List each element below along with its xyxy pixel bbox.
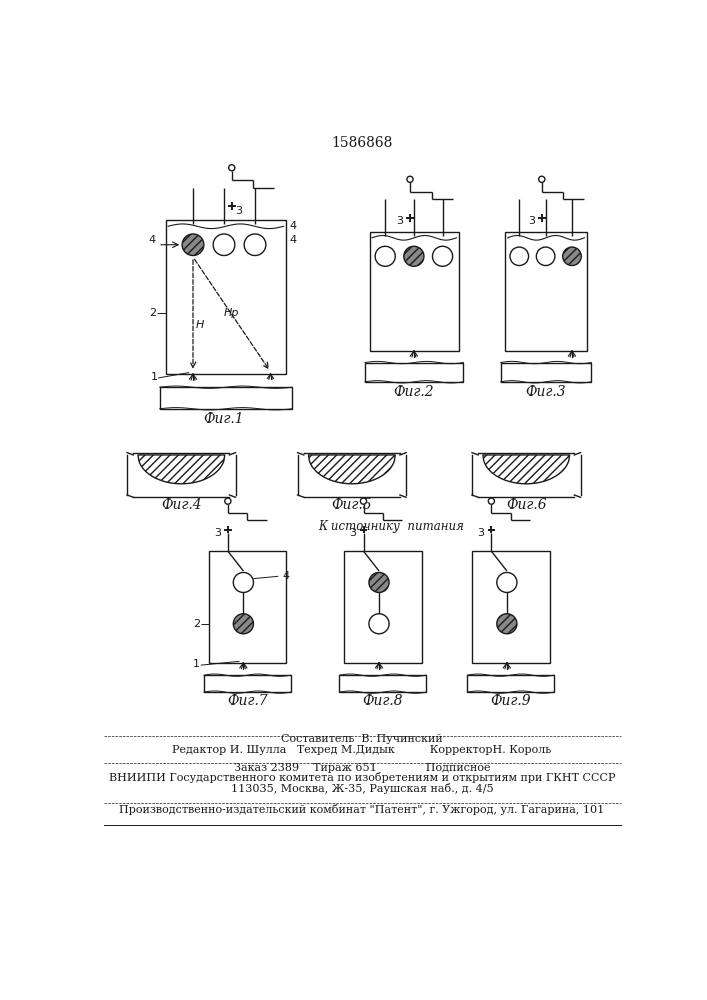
Text: 4: 4 [148,235,156,245]
Circle shape [510,247,529,266]
Bar [127,455,235,495]
Circle shape [233,614,253,634]
Bar [339,675,426,692]
Text: Фиг.5: Фиг.5 [332,498,372,512]
Text: 2: 2 [149,308,156,318]
Circle shape [233,572,253,592]
Circle shape [361,498,367,504]
Text: Составитель  В. Пучинский: Составитель В. Пучинский [281,734,443,744]
Circle shape [369,572,389,592]
Text: 2: 2 [193,619,200,629]
Text: Фиг.3: Фиг.3 [525,385,566,399]
Circle shape [407,176,413,182]
Text: 4: 4 [290,221,297,231]
Bar [209,551,286,663]
Bar [467,675,554,692]
Circle shape [497,614,517,634]
Bar [501,363,591,382]
Text: Фиг.6: Фиг.6 [506,498,547,512]
Bar [506,232,587,351]
Circle shape [433,246,452,266]
Circle shape [182,234,204,256]
Text: 1: 1 [193,659,200,669]
Circle shape [375,246,395,266]
Text: Фиг.2: Фиг.2 [394,385,434,399]
Text: Производственно-издательский комбинат "Патент", г. Ужгород, ул. Гагарина, 101: Производственно-издательский комбинат "П… [119,804,604,815]
Text: Фиг.7: Фиг.7 [227,694,267,708]
Text: 3: 3 [235,206,242,216]
Bar [204,675,291,692]
Text: 3: 3 [349,528,356,538]
Text: Фиг.8: Фиг.8 [363,694,403,708]
Text: Заказ 2389    Тираж 651              Подписное: Заказ 2389 Тираж 651 Подписное [234,763,490,773]
Circle shape [489,498,494,504]
Circle shape [537,247,555,266]
Polygon shape [138,455,225,484]
Text: 3: 3 [214,528,221,538]
Bar [370,232,459,351]
Text: 3: 3 [477,528,484,538]
Circle shape [563,247,581,266]
Text: 3: 3 [396,216,403,226]
Bar [166,220,286,374]
Circle shape [497,572,517,592]
Circle shape [369,614,389,634]
Text: 113035, Москва, Ж-35, Раушская наб., д. 4/5: 113035, Москва, Ж-35, Раушская наб., д. … [230,783,493,794]
Bar [472,455,580,495]
Text: 1: 1 [151,372,158,382]
Text: Фиг.4: Фиг.4 [161,498,201,512]
Polygon shape [483,455,570,484]
Bar [160,387,292,409]
Polygon shape [308,455,395,484]
Text: 4: 4 [282,571,289,581]
Text: 3: 3 [528,216,534,226]
Circle shape [225,498,231,504]
Text: 4: 4 [290,235,297,245]
Circle shape [244,234,266,256]
Text: Редактор И. Шулла   Техред М.Дидык          КорректорН. Король: Редактор И. Шулла Техред М.Дидык Коррект… [173,745,551,755]
Text: Hp: Hp [224,308,240,318]
Text: Фиг.1: Фиг.1 [204,412,245,426]
Text: ВНИИПИ Государственного комитета по изобретениям и открытиям при ГКНТ СССР: ВНИИПИ Государственного комитета по изоб… [109,772,615,783]
Bar [472,551,549,663]
Circle shape [213,234,235,256]
Text: 1586868: 1586868 [332,136,392,150]
Bar [344,551,421,663]
Text: К источнику  питания: К источнику питания [317,520,464,533]
Text: H: H [196,320,204,330]
Circle shape [539,176,545,182]
Bar [298,455,406,495]
Bar [365,363,464,382]
Circle shape [228,165,235,171]
Text: Фиг.9: Фиг.9 [491,694,531,708]
Circle shape [404,246,424,266]
